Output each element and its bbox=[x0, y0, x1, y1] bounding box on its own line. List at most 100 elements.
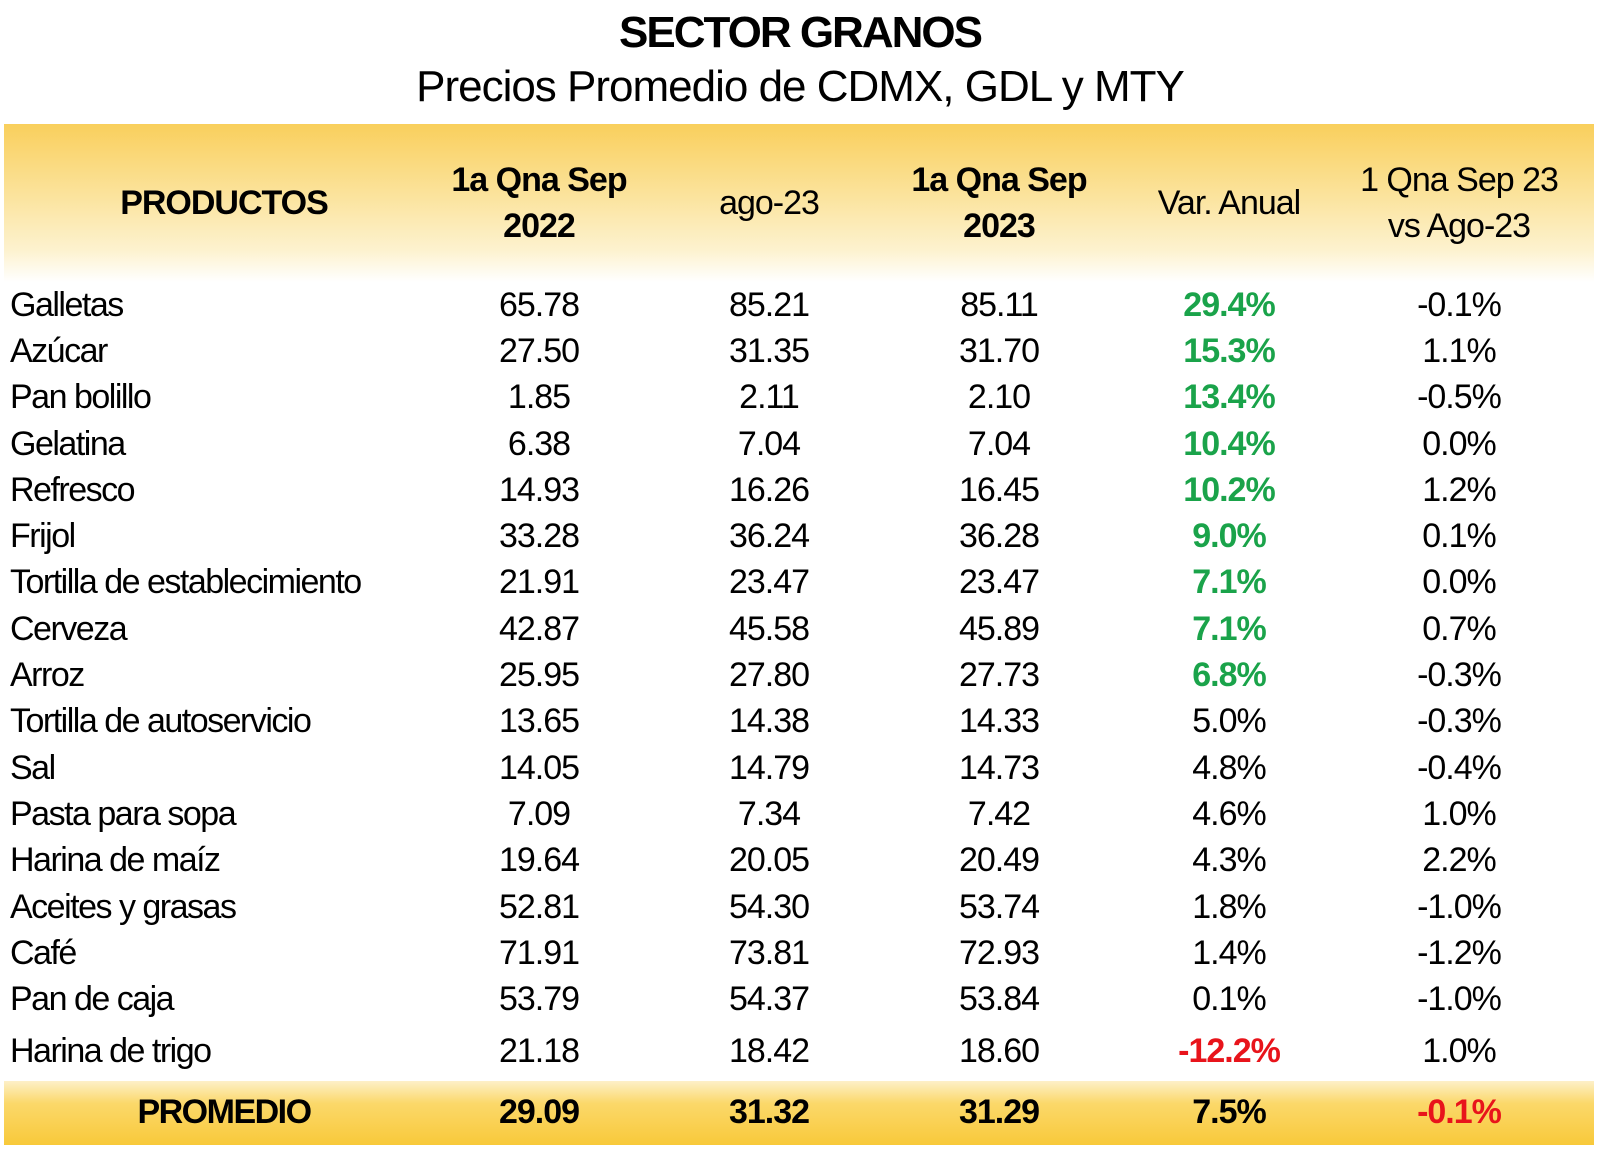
value-var-anual: 1.8% bbox=[1192, 887, 1267, 926]
value-qna-vs-ago: -1.0% bbox=[1417, 887, 1502, 926]
value-ago-23: 16.26 bbox=[728, 470, 810, 509]
value-var-anual: 1.4% bbox=[1192, 933, 1267, 972]
header-var-anual: Var. Anual bbox=[1157, 184, 1302, 222]
value-ago-23: 7.34 bbox=[737, 794, 801, 833]
value-qna-vs-ago: 1.1% bbox=[1422, 331, 1497, 370]
product-name: Frijol bbox=[10, 517, 76, 556]
value-qna-sep-2023: 72.93 bbox=[958, 933, 1040, 972]
value-qna-vs-ago: -0.5% bbox=[1417, 378, 1502, 417]
header-qna-sep-2023-line1: 1a Qna Sep bbox=[911, 161, 1087, 199]
value-var-anual: 4.8% bbox=[1192, 748, 1267, 787]
value-qna-sep-2023: 23.47 bbox=[958, 563, 1040, 602]
table-row: Cerveza 42.87 45.58 45.89 7.1% 0.7% bbox=[4, 606, 1594, 652]
value-qna-sep-2022: 25.95 bbox=[498, 656, 580, 695]
value-ago-23: 54.30 bbox=[728, 887, 810, 926]
value-ago-23: 14.38 bbox=[728, 702, 810, 741]
product-name: Sal bbox=[10, 748, 56, 787]
table-body: Galletas 65.78 85.21 85.11 29.4% -0.1% Azúcar 2… bbox=[4, 282, 1594, 1081]
header-qna-vs-ago-line2: vs Ago-23 bbox=[1387, 207, 1531, 245]
table-row: Café 71.91 73.81 72.93 1.4% -1.2% bbox=[4, 930, 1594, 976]
value-qna-sep-2023: 27.73 bbox=[958, 656, 1040, 695]
value-qna-sep-2022: 13.65 bbox=[498, 702, 580, 741]
footer-var-anual: 7.5% bbox=[1192, 1093, 1267, 1132]
value-qna-vs-ago: 0.0% bbox=[1422, 424, 1497, 463]
value-qna-sep-2023: 36.28 bbox=[958, 517, 1040, 556]
value-qna-sep-2022: 65.78 bbox=[498, 285, 580, 324]
value-qna-vs-ago: 0.7% bbox=[1422, 609, 1497, 648]
value-ago-23: 20.05 bbox=[728, 841, 810, 880]
header-qna-vs-ago: 1 Qna Sep 23 vs Ago-23 bbox=[1344, 124, 1574, 282]
table-row: Refresco 14.93 16.26 16.45 10.2% 1.2% bbox=[4, 467, 1594, 513]
value-var-anual: 15.3% bbox=[1183, 331, 1275, 370]
table-row: Frijol 33.28 36.24 36.28 9.0% 0.1% bbox=[4, 513, 1594, 559]
header-qna-sep-2023: 1a Qna Sep 2023 bbox=[899, 124, 1099, 282]
value-qna-sep-2022: 27.50 bbox=[498, 331, 580, 370]
value-qna-vs-ago: -0.4% bbox=[1417, 748, 1502, 787]
table-footer-promedio: PROMEDIO 29.09 31.32 31.29 7.5% -0.1% bbox=[4, 1080, 1594, 1145]
value-ago-23: 45.58 bbox=[728, 609, 810, 648]
value-qna-vs-ago: -1.2% bbox=[1417, 933, 1502, 972]
product-name: Harina de trigo bbox=[10, 1032, 212, 1071]
product-name: Café bbox=[10, 933, 77, 972]
table-row: Harina de trigo 21.18 18.42 18.60 -12.2% 1.0% bbox=[4, 1023, 1594, 1081]
header-qna-sep-2023-line2: 2023 bbox=[963, 207, 1036, 245]
value-qna-sep-2022: 53.79 bbox=[498, 980, 580, 1019]
value-var-anual: 7.1% bbox=[1192, 609, 1267, 648]
value-qna-vs-ago: 1.0% bbox=[1422, 1032, 1497, 1071]
table-row: Tortilla de establecimiento 21.91 23.47 23.… bbox=[4, 560, 1594, 606]
value-var-anual: 29.4% bbox=[1183, 285, 1275, 324]
product-name: Galletas bbox=[10, 285, 124, 324]
value-qna-sep-2023: 14.73 bbox=[958, 748, 1040, 787]
value-qna-sep-2023: 45.89 bbox=[958, 609, 1040, 648]
product-name: Aceites y grasas bbox=[10, 887, 237, 926]
value-qna-sep-2022: 42.87 bbox=[498, 609, 580, 648]
table-row: Pan bolillo 1.85 2.11 2.10 13.4% -0.5% bbox=[4, 375, 1594, 421]
value-qna-sep-2022: 6.38 bbox=[507, 424, 571, 463]
value-ago-23: 85.21 bbox=[728, 285, 810, 324]
value-qna-sep-2022: 71.91 bbox=[498, 933, 580, 972]
value-ago-23: 31.35 bbox=[728, 331, 810, 370]
value-var-anual: 10.4% bbox=[1183, 424, 1275, 463]
product-name: Arroz bbox=[10, 656, 85, 695]
value-qna-vs-ago: -0.3% bbox=[1417, 656, 1502, 695]
header-qna-sep-2022-line2: 2022 bbox=[503, 207, 576, 245]
value-qna-sep-2022: 52.81 bbox=[498, 887, 580, 926]
value-qna-vs-ago: 2.2% bbox=[1422, 841, 1497, 880]
value-var-anual: 7.1% bbox=[1192, 563, 1267, 602]
page-title: SECTOR GRANOS bbox=[619, 8, 983, 57]
value-qna-vs-ago: 1.2% bbox=[1422, 470, 1497, 509]
value-qna-vs-ago: -0.1% bbox=[1417, 285, 1502, 324]
table-row: Pasta para sopa 7.09 7.34 7.42 4.6% 1.0% bbox=[4, 791, 1594, 837]
product-name: Pan de caja bbox=[10, 980, 175, 1019]
value-qna-sep-2022: 21.91 bbox=[498, 563, 580, 602]
page-subtitle: Precios Promedio de CDMX, GDL y MTY bbox=[416, 62, 1185, 111]
value-ago-23: 27.80 bbox=[728, 656, 810, 695]
table-row: Pan de caja 53.79 54.37 53.84 0.1% -1.0% bbox=[4, 976, 1594, 1022]
table-row: Aceites y grasas 52.81 54.30 53.74 1.8% -1.0% bbox=[4, 884, 1594, 930]
value-qna-sep-2023: 18.60 bbox=[958, 1032, 1040, 1071]
product-name: Cerveza bbox=[10, 609, 128, 648]
value-qna-vs-ago: -1.0% bbox=[1417, 980, 1502, 1019]
footer-2023: 31.29 bbox=[958, 1093, 1040, 1132]
value-qna-sep-2022: 7.09 bbox=[507, 794, 571, 833]
header-qna-sep-2022: 1a Qna Sep 2022 bbox=[439, 124, 639, 282]
value-ago-23: 36.24 bbox=[728, 517, 810, 556]
value-qna-sep-2023: 7.04 bbox=[967, 424, 1031, 463]
value-ago-23: 23.47 bbox=[728, 563, 810, 602]
value-qna-sep-2023: 2.10 bbox=[967, 378, 1031, 417]
product-name: Refresco bbox=[10, 470, 136, 509]
header-qna-vs-ago-line1: 1 Qna Sep 23 bbox=[1360, 161, 1559, 199]
footer-2022: 29.09 bbox=[498, 1093, 580, 1132]
value-qna-sep-2023: 85.11 bbox=[960, 285, 1039, 324]
header-productos: PRODUCTOS bbox=[120, 184, 329, 222]
product-name: Pasta para sopa bbox=[10, 794, 237, 833]
value-qna-sep-2022: 14.05 bbox=[498, 748, 580, 787]
value-var-anual: 10.2% bbox=[1183, 470, 1275, 509]
value-ago-23: 7.04 bbox=[737, 424, 801, 463]
value-var-anual: 4.6% bbox=[1192, 794, 1267, 833]
value-qna-sep-2023: 14.33 bbox=[958, 702, 1040, 741]
table-row: Galletas 65.78 85.21 85.11 29.4% -0.1% bbox=[4, 282, 1594, 328]
footer-label: PROMEDIO bbox=[137, 1093, 312, 1132]
table-row: Azúcar 27.50 31.35 31.70 15.3% 1.1% bbox=[4, 328, 1594, 374]
value-var-anual: 13.4% bbox=[1183, 378, 1275, 417]
